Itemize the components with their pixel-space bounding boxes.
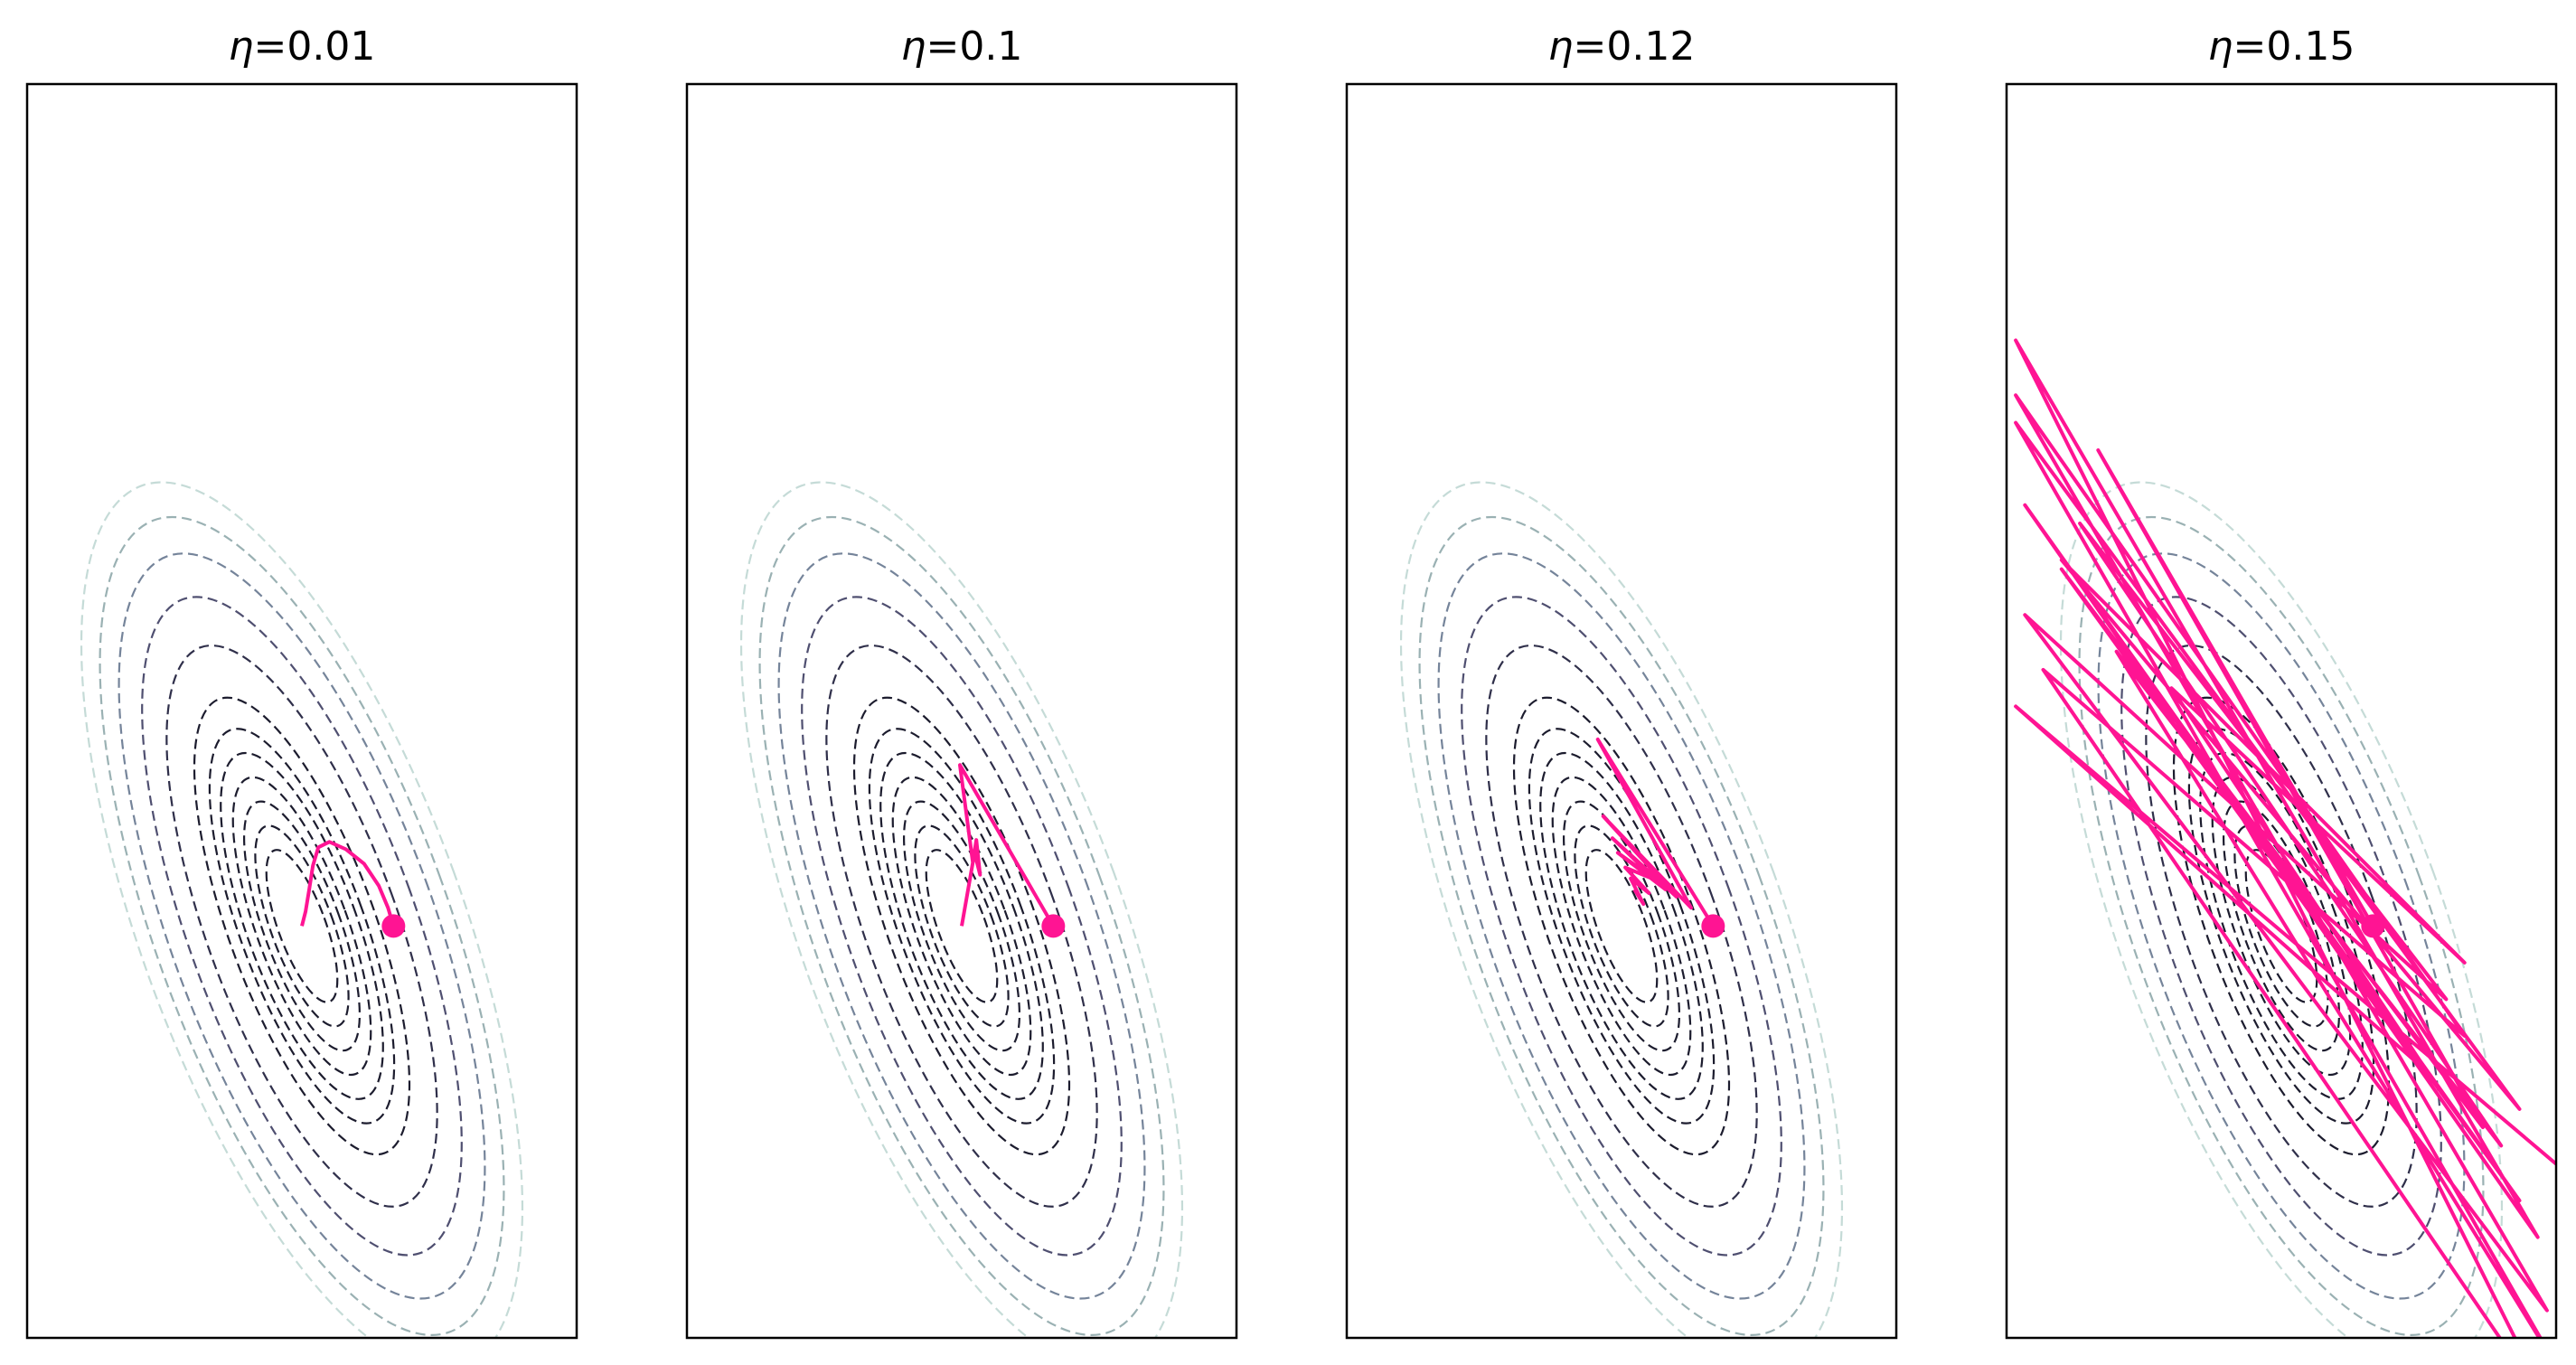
contour-line-10 <box>1437 552 1806 1300</box>
axes-frame <box>685 82 1238 1340</box>
title-symbol: η <box>1548 24 1574 70</box>
contour-line-9 <box>801 596 1123 1257</box>
contour-line-7 <box>1512 696 1731 1156</box>
contour-line-2 <box>1574 824 1669 1028</box>
contour-line-7 <box>193 696 411 1156</box>
start-point-marker <box>2361 914 2385 938</box>
contour-line-12 <box>80 481 524 1338</box>
trajectory-line <box>300 840 396 927</box>
panel-title: η=0.01 <box>229 24 376 70</box>
panel-title: η=0.1 <box>901 24 1023 70</box>
contour-line-6 <box>1528 728 1716 1125</box>
title-symbol: η <box>229 24 254 70</box>
trajectory-line <box>958 763 1056 927</box>
contour-line-8 <box>825 644 1098 1208</box>
contour-line-8 <box>1485 644 1758 1208</box>
contour-line-6 <box>868 728 1056 1125</box>
contour-line-2 <box>914 824 1010 1028</box>
contour-line-12 <box>739 481 1184 1338</box>
contour-line-11 <box>2078 515 2485 1336</box>
contour-line-4 <box>2211 776 2352 1077</box>
contour-set <box>739 481 1184 1338</box>
contour-line-11 <box>1418 515 1825 1336</box>
contour-line-12 <box>1399 481 1844 1338</box>
axes-frame <box>25 82 578 1340</box>
start-point-marker <box>1701 914 1725 938</box>
contour-line-1 <box>925 849 999 1003</box>
panel-title: η=0.12 <box>1548 24 1696 70</box>
panel-2: η=0.1 <box>685 24 1238 1340</box>
trajectory <box>958 763 1066 938</box>
title-value: =0.12 <box>1574 24 1696 70</box>
contour-line-8 <box>2145 644 2418 1208</box>
trajectory <box>1595 737 1725 938</box>
contour-line-12 <box>2059 481 2504 1338</box>
contour-line-10 <box>118 552 486 1300</box>
panel-1: η=0.01 <box>25 24 578 1340</box>
contour-set <box>2059 481 2504 1338</box>
trajectory <box>300 840 406 938</box>
start-point-marker <box>381 914 406 938</box>
title-value: =0.01 <box>254 24 376 70</box>
contour-line-5 <box>220 751 384 1100</box>
contour-line-7 <box>852 696 1071 1156</box>
axes-frame <box>1345 82 1898 1340</box>
contour-line-1 <box>265 849 339 1003</box>
contour-line-7 <box>2172 696 2391 1156</box>
axes-frame <box>2005 82 2558 1340</box>
contour-line-5 <box>1539 751 1704 1100</box>
contour-line-1 <box>1584 849 1659 1003</box>
contour-line-3 <box>902 800 1021 1052</box>
contour-line-8 <box>165 644 438 1208</box>
contour-line-10 <box>777 552 1146 1300</box>
panel-3: η=0.12 <box>1345 24 1898 1340</box>
contour-line-11 <box>758 515 1165 1336</box>
contour-set <box>80 481 524 1338</box>
contour-line-2 <box>254 824 350 1028</box>
contour-line-4 <box>1551 776 1692 1077</box>
contour-line-9 <box>2120 596 2442 1257</box>
title-symbol: η <box>901 24 926 70</box>
contour-line-3 <box>1562 800 1681 1052</box>
contour-line-4 <box>231 776 372 1077</box>
contour-line-9 <box>141 596 463 1257</box>
panel-4: η=0.15 <box>2005 24 2558 1340</box>
title-value: =0.1 <box>926 24 1023 70</box>
start-point-marker <box>1041 914 1066 938</box>
contour-set <box>1399 481 1844 1338</box>
contour-line-11 <box>99 515 505 1336</box>
title-value: =0.15 <box>2233 24 2355 70</box>
contour-line-5 <box>879 751 1044 1100</box>
trajectory-line <box>1595 737 1716 927</box>
title-symbol: η <box>2208 24 2233 70</box>
trajectory-line <box>2014 338 2556 1338</box>
contour-line-10 <box>2097 552 2466 1300</box>
contour-line-6 <box>208 728 396 1125</box>
trajectory <box>2014 338 2556 1338</box>
contour-line-9 <box>1461 596 1782 1257</box>
panel-title: η=0.15 <box>2208 24 2355 70</box>
contour-line-3 <box>242 800 362 1052</box>
contour-line-4 <box>891 776 1032 1077</box>
